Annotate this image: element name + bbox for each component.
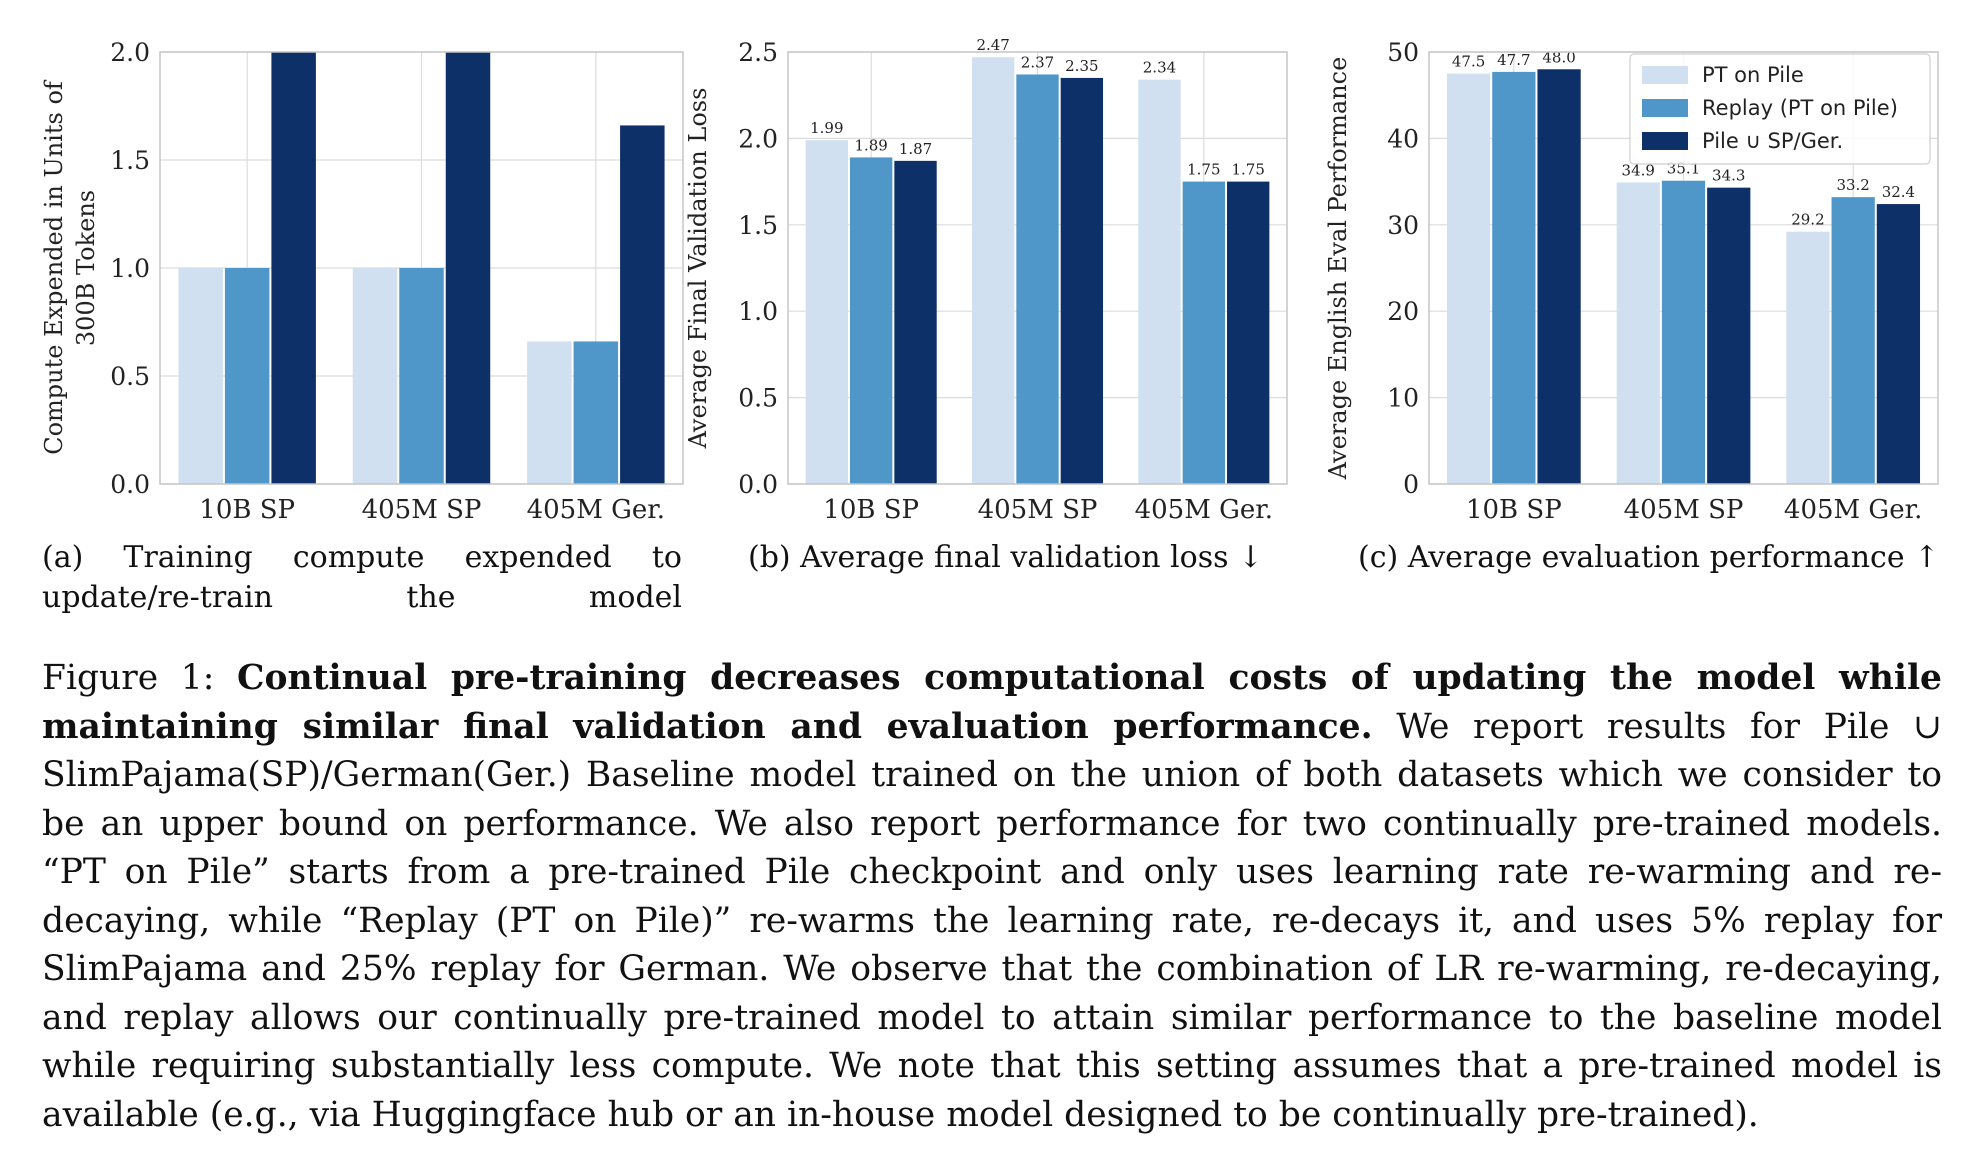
bar — [620, 125, 665, 484]
value-label: 1.75 — [1187, 161, 1220, 179]
bar — [849, 157, 893, 484]
y-tick-label: 2.0 — [110, 38, 150, 67]
y-tick-label: 2.0 — [738, 124, 778, 153]
bar — [271, 52, 316, 484]
y-tick-label: 0.5 — [738, 384, 778, 413]
bar — [527, 341, 572, 484]
figure-charts: 0.0 0.5 1.0 1.5 2.0 10B SP 405M SP 405M Ger. Com… — [40, 36, 1939, 525]
legend-label: PT on Pile — [1702, 63, 1804, 87]
x-tick-label: 10B SP — [823, 495, 919, 525]
legend-swatch — [1642, 132, 1688, 150]
caption-bold: Continual pre-training decreases computa… — [42, 658, 1942, 747]
y-tick-label: 1.0 — [110, 254, 150, 283]
bar — [1616, 182, 1660, 485]
legend-label: Pile ∪ SP/Ger. — [1702, 129, 1843, 153]
y-tick-label: 50 — [1387, 38, 1419, 67]
value-label: 1.87 — [899, 140, 932, 158]
x-tick-label: 10B SP — [199, 495, 295, 525]
caption-label: Figure 1: — [42, 658, 215, 698]
legend-box — [1629, 53, 1931, 165]
subcaption-b: (b) Average final validation loss ↓ — [748, 540, 1264, 575]
caption-body: We report results for Pile ∪ SlimPajama(… — [42, 706, 1942, 1135]
legend-swatch — [1642, 99, 1688, 117]
figure-caption: Figure 1: Continual pre-training decreas… — [42, 654, 1942, 1139]
plot-frame — [787, 51, 1288, 485]
value-label: 1.89 — [854, 136, 887, 154]
y-axis-label: Average Final Validation Loss — [684, 88, 712, 450]
x-tick-label: 405M SP — [1624, 495, 1744, 525]
bar — [573, 341, 619, 484]
bar — [1060, 77, 1104, 485]
y-tick-label: 2.5 — [738, 38, 778, 67]
bar — [1492, 71, 1536, 484]
bar — [894, 160, 937, 484]
y-tick-label: 40 — [1387, 124, 1419, 153]
bar — [1876, 204, 1921, 484]
y-tick-label: 0.0 — [738, 470, 778, 499]
value-label: 1.99 — [810, 119, 843, 137]
value-label: 2.35 — [1065, 57, 1098, 75]
y-tick-label: 0 — [1403, 470, 1419, 499]
value-label: 47.7 — [1497, 51, 1530, 69]
subcaption-c: (c) Average evaluation performance ↑ — [1358, 540, 1940, 575]
x-tick-label: 405M Ger. — [527, 495, 666, 525]
x-tick-label: 405M SP — [978, 495, 1098, 525]
bar — [1016, 74, 1059, 485]
bar — [1707, 187, 1751, 484]
value-label: 47.5 — [1452, 53, 1485, 71]
legend-label: Replay (PT on Pile) — [1702, 96, 1898, 120]
y-tick-label: 30 — [1387, 211, 1419, 240]
bar — [1227, 181, 1270, 484]
y-tick-label: 0.0 — [110, 470, 150, 499]
bar — [399, 268, 444, 484]
value-label: 34.9 — [1622, 161, 1655, 179]
bar — [224, 268, 270, 484]
value-label: 33.2 — [1836, 176, 1869, 194]
bar — [1661, 180, 1706, 484]
value-label: 48.0 — [1542, 48, 1575, 66]
bar — [971, 57, 1015, 485]
value-label: 34.3 — [1712, 167, 1745, 185]
y-axis-label: 300B Tokens — [72, 190, 100, 346]
value-label: 29.2 — [1791, 211, 1824, 229]
value-label: 32.4 — [1882, 183, 1915, 201]
y-axis-label: Average English Eval Performance — [1324, 57, 1352, 481]
bar — [1182, 181, 1226, 484]
y-tick-label: 20 — [1387, 297, 1419, 326]
y-tick-label: 1.0 — [738, 297, 778, 326]
subcaption-a: (a) Training compute expended to update/… — [42, 540, 682, 615]
bar — [352, 268, 398, 484]
bar — [445, 52, 491, 484]
legend-swatch — [1642, 66, 1688, 84]
bar — [1537, 69, 1581, 484]
y-tick-label: 1.5 — [738, 211, 778, 240]
y-tick-label: 1.5 — [110, 146, 150, 175]
y-tick-label: 10 — [1387, 384, 1419, 413]
value-label: 2.34 — [1143, 59, 1176, 77]
bar — [1831, 197, 1875, 485]
x-tick-label: 405M SP — [362, 495, 482, 525]
bar — [1138, 79, 1181, 484]
y-tick-label: 0.5 — [110, 362, 150, 391]
bar — [178, 268, 223, 484]
bar — [805, 140, 848, 485]
value-label: 2.47 — [976, 36, 1009, 54]
bar — [1786, 231, 1830, 484]
bar — [1446, 73, 1491, 484]
plot-frame — [159, 51, 684, 485]
value-label: 1.75 — [1231, 161, 1264, 179]
plot-frame — [1428, 51, 1939, 485]
x-tick-label: 10B SP — [1466, 495, 1562, 525]
value-label: 2.37 — [1021, 53, 1054, 71]
x-tick-label: 405M Ger. — [1784, 495, 1923, 525]
x-tick-label: 405M Ger. — [1135, 495, 1274, 525]
y-axis-label: Compute Expended in Units of — [40, 79, 68, 455]
